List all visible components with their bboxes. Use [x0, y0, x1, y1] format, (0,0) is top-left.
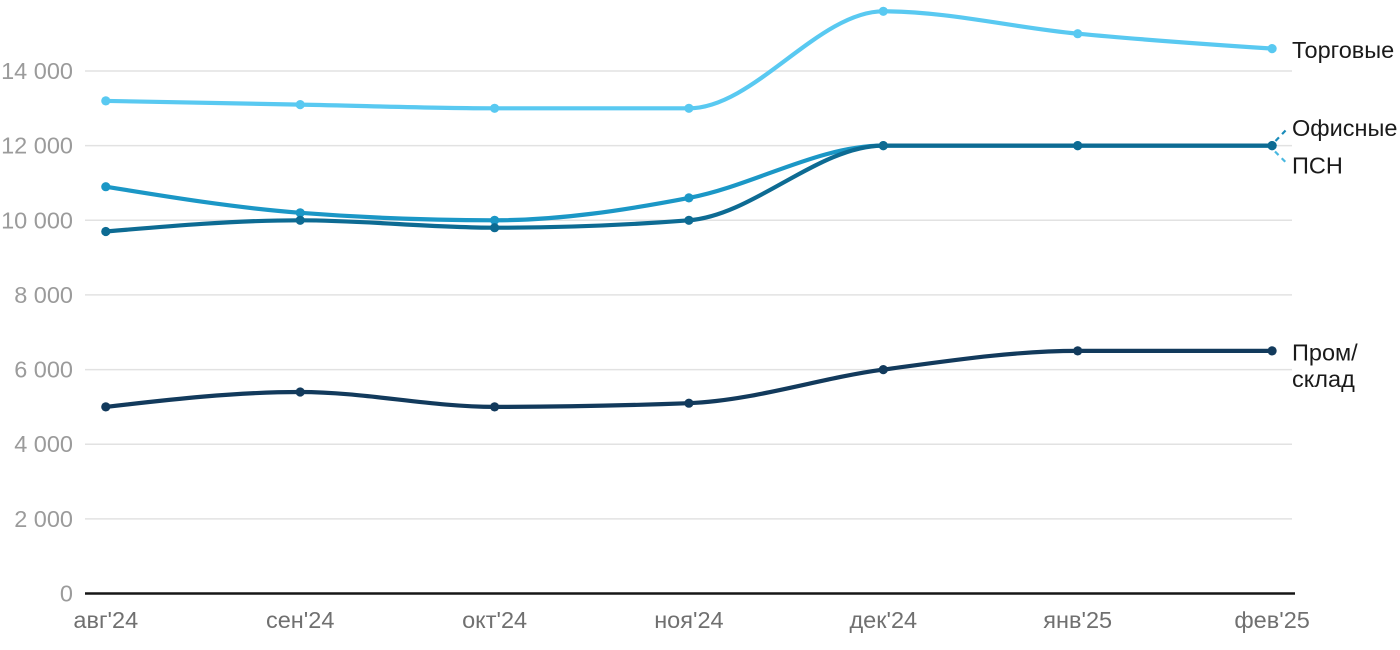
svg-text:дек'24: дек'24 [849, 607, 917, 633]
svg-text:6 000: 6 000 [14, 357, 73, 383]
svg-text:ПСН: ПСН [1292, 153, 1343, 179]
svg-text:янв'25: янв'25 [1043, 607, 1112, 633]
svg-text:Торговые: Торговые [1292, 37, 1394, 63]
svg-text:фев'25: фев'25 [1234, 607, 1310, 633]
svg-text:Пром/: Пром/ [1292, 339, 1358, 365]
svg-text:2 000: 2 000 [14, 506, 73, 532]
svg-text:сен'24: сен'24 [266, 607, 334, 633]
svg-text:склад: склад [1292, 366, 1355, 392]
svg-text:ноя'24: ноя'24 [654, 607, 723, 633]
svg-text:8 000: 8 000 [14, 282, 73, 308]
svg-text:Офисные: Офисные [1292, 115, 1397, 141]
svg-text:окт'24: окт'24 [462, 607, 527, 633]
svg-text:10 000: 10 000 [1, 207, 73, 233]
svg-text:4 000: 4 000 [14, 431, 73, 457]
svg-text:авг'24: авг'24 [73, 607, 138, 633]
svg-text:0: 0 [60, 581, 73, 607]
svg-text:14 000: 14 000 [1, 58, 73, 84]
svg-text:12 000: 12 000 [1, 133, 73, 159]
